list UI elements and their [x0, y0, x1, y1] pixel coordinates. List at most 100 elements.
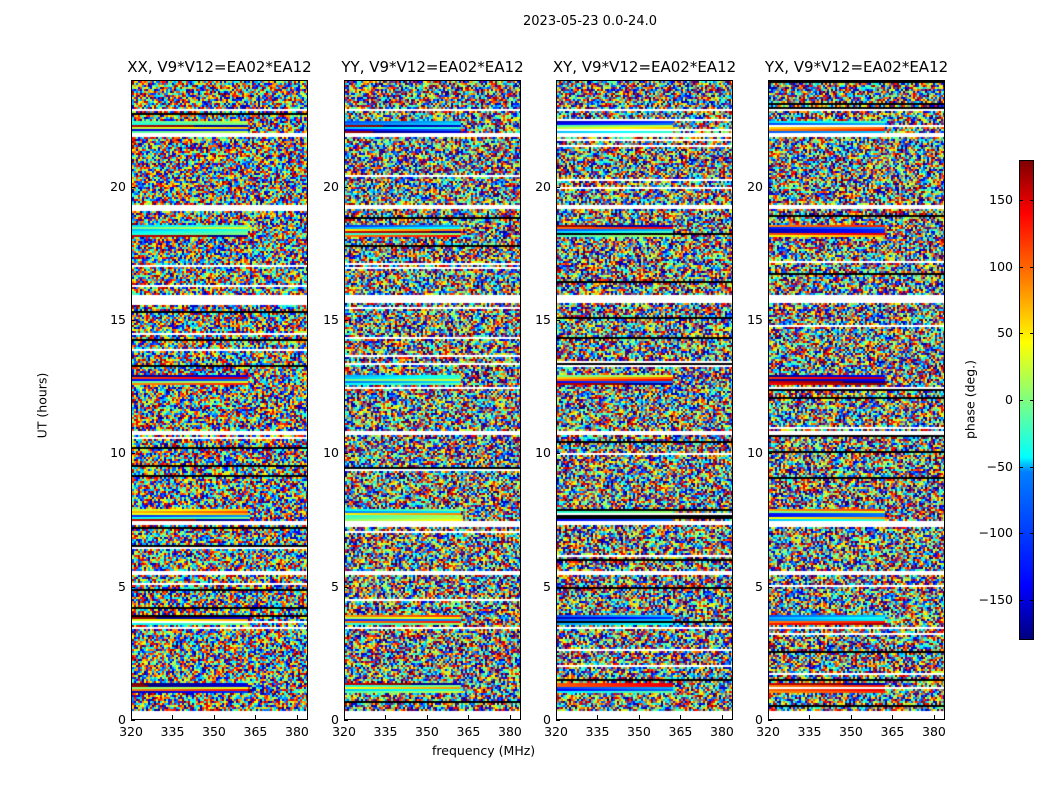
x-tick-label: 320 [756, 724, 780, 739]
colorbar-tick-label: 0 [1005, 392, 1013, 407]
x-tick-label: 380 [498, 724, 522, 739]
x-tick-label: 350 [839, 724, 863, 739]
y-tick-mark [344, 453, 348, 455]
x-tick-mark [850, 715, 852, 719]
x-tick-label: 320 [119, 724, 143, 739]
y-tick-mark [131, 720, 135, 721]
x-tick-label: 335 [797, 724, 822, 739]
x-tick-label: 335 [585, 724, 610, 739]
y-tick-label: 5 [331, 578, 339, 594]
x-tick-mark [721, 715, 723, 719]
y-tick-mark [556, 453, 560, 455]
y-tick-label: 15 [110, 312, 126, 327]
y-tick-label: 20 [323, 178, 339, 194]
colorbar-tick-label: −150 [978, 592, 1013, 607]
y-tick-label: 15 [323, 312, 339, 327]
x-tick-label: 335 [373, 724, 398, 739]
heatmap-panel-1 [344, 80, 521, 720]
x-tick-mark [680, 715, 682, 719]
x-tick-label: 380 [922, 724, 946, 739]
y-tick-label: 20 [535, 178, 551, 194]
x-tick-mark [213, 715, 215, 719]
y-tick-mark [768, 720, 772, 721]
x-tick-mark [385, 715, 387, 719]
y-tick-mark [556, 186, 560, 188]
panel-title: XY, V9*V12=EA02*EA12 [552, 58, 737, 76]
y-tick-mark [556, 320, 560, 321]
figure-title: 2023-05-23 0.0-24.0 [523, 14, 657, 29]
colorbar-tick-label: 150 [989, 192, 1013, 207]
x-tick-mark [468, 715, 470, 719]
x-tick-mark [768, 715, 769, 719]
x-tick-label: 350 [202, 724, 226, 739]
y-tick-label: 15 [747, 312, 763, 327]
x-tick-mark [426, 715, 428, 719]
colorbar-tick-mark [1030, 200, 1034, 201]
heatmap-panel-3 [768, 80, 945, 720]
x-axis-label: frequency (MHz) [432, 743, 536, 758]
x-tick-label: 350 [415, 724, 439, 739]
x-tick-label: 365 [243, 724, 268, 739]
x-tick-mark [638, 715, 640, 719]
heatmap-image [345, 81, 520, 719]
colorbar-tick-mark [1030, 466, 1034, 468]
y-tick-label: 0 [331, 712, 339, 727]
colorbar-tick-mark [1030, 400, 1034, 401]
y-tick-label: 20 [110, 178, 126, 194]
panel-title: YX, V9*V12=EA02*EA12 [764, 58, 949, 76]
y-tick-label: 10 [323, 445, 339, 461]
colorbar-tick-mark [1019, 466, 1023, 468]
colorbar-tick-mark [1030, 600, 1034, 601]
y-tick-mark [131, 320, 135, 321]
y-tick-mark [344, 320, 348, 321]
y-tick-mark [556, 720, 560, 721]
x-tick-mark [255, 715, 257, 719]
heatmap-image [769, 81, 944, 719]
x-tick-label: 380 [285, 724, 309, 739]
heatmap-panel-0 [131, 80, 308, 720]
y-tick-mark [131, 453, 135, 455]
y-tick-mark [768, 186, 772, 188]
x-tick-mark [172, 715, 174, 719]
x-tick-mark [933, 715, 935, 719]
y-tick-mark [556, 586, 560, 588]
x-tick-label: 365 [880, 724, 905, 739]
x-tick-label: 350 [627, 724, 651, 739]
y-tick-mark [344, 186, 348, 188]
y-tick-label: 5 [543, 578, 551, 594]
panel-title: XX, V9*V12=EA02*EA12 [127, 58, 312, 76]
y-tick-label: 15 [535, 312, 551, 327]
heatmap-image [132, 81, 307, 719]
colorbar-tick-mark [1019, 333, 1023, 335]
x-tick-mark [556, 715, 557, 719]
y-tick-mark [768, 586, 772, 588]
colorbar-tick-mark [1030, 266, 1034, 268]
x-tick-mark [892, 715, 894, 719]
x-tick-mark [131, 715, 132, 719]
colorbar-tick-mark [1019, 600, 1023, 601]
colorbar-tick-label: 100 [989, 258, 1013, 274]
colorbar-tick-mark [1030, 533, 1034, 535]
x-tick-label: 320 [544, 724, 568, 739]
x-tick-mark [809, 715, 811, 719]
colorbar-tick-mark [1019, 533, 1023, 535]
colorbar-tick-label: −50 [986, 458, 1013, 474]
x-tick-label: 335 [160, 724, 185, 739]
x-tick-label: 320 [332, 724, 356, 739]
y-tick-label: 10 [747, 445, 763, 461]
x-tick-mark [509, 715, 511, 719]
panel-title: YY, V9*V12=EA02*EA12 [341, 58, 524, 76]
heatmap-panel-2 [556, 80, 733, 720]
x-tick-mark [597, 715, 599, 719]
y-tick-mark [768, 453, 772, 455]
y-tick-label: 10 [110, 445, 126, 461]
y-tick-label: 0 [118, 712, 126, 727]
y-tick-mark [131, 186, 135, 188]
x-tick-label: 365 [456, 724, 481, 739]
x-tick-label: 365 [668, 724, 693, 739]
x-tick-label: 380 [710, 724, 734, 739]
y-tick-label: 10 [535, 445, 551, 461]
y-tick-label: 5 [118, 578, 126, 594]
y-tick-mark [344, 586, 348, 588]
